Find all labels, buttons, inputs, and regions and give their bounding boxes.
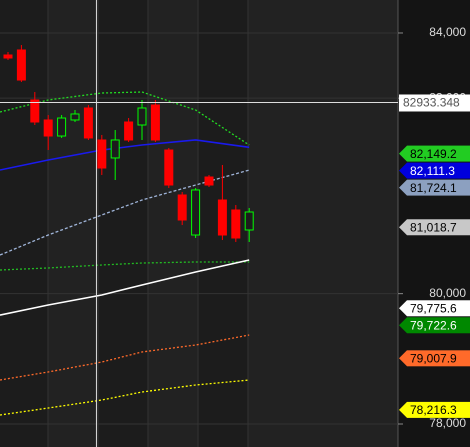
price-tag-arrow [399, 401, 407, 418]
price-tag-label: 79,775.6 [410, 301, 457, 315]
price-tag-label: 78,216.3 [410, 403, 457, 417]
indicator-line [0, 91, 250, 146]
price-tag-label: 79,007.9 [410, 351, 457, 365]
candle-body [137, 107, 147, 126]
price-tag [407, 219, 470, 236]
candle-body [164, 149, 174, 186]
price-tag-arrow [399, 219, 407, 236]
candle-body [16, 49, 26, 81]
price-tag-label: 82,111.3 [410, 164, 455, 178]
indicator-line [0, 334, 250, 381]
column-band [48, 0, 98, 447]
price-tag [407, 145, 470, 162]
candle-body [97, 139, 107, 169]
crosshair-tag [399, 94, 470, 112]
column-band [248, 0, 398, 447]
price-tag-label: 81,018.7 [410, 220, 457, 234]
tags: 82933.348 82,149.2 82,111.3 81,724.1 81,018.… [399, 94, 470, 418]
price-tag-label: 79,722.6 [410, 318, 457, 332]
price-tag-arrow [399, 350, 407, 367]
price-tag [407, 162, 470, 179]
candle-body [177, 194, 187, 221]
marks [0, 0, 398, 447]
candle-body [217, 199, 227, 236]
indicator-line [0, 379, 250, 416]
price-tag [407, 179, 470, 196]
price-tag [407, 401, 470, 418]
candle-body [150, 104, 160, 141]
candle-body [231, 209, 241, 239]
price-tag-arrow [399, 145, 407, 162]
y-tick-label: 78,000 [429, 416, 466, 430]
candle-body [83, 107, 93, 139]
candle-body [204, 176, 214, 186]
candle-body [3, 54, 13, 59]
price-tag-arrow [399, 179, 407, 196]
y-tick-label: 80,000 [429, 286, 466, 300]
y-tick-label: 84,000 [429, 25, 466, 39]
candle-body [43, 119, 53, 137]
candle-body [57, 117, 67, 137]
indicator-line [0, 139, 250, 171]
column-band [148, 0, 198, 447]
candle-body [30, 99, 40, 123]
candle-body [191, 189, 201, 236]
candle-body [124, 121, 134, 141]
price-tag [407, 350, 470, 367]
candle-body [110, 139, 120, 159]
candle-body [244, 211, 254, 231]
price-tag-label: 82,149.2 [410, 147, 457, 161]
indicator-line [0, 261, 250, 271]
indicator-line [0, 259, 250, 316]
price-tag-arrow [399, 317, 407, 334]
crosshair-label: 82933.348 [403, 96, 460, 110]
price-tag-arrow [399, 162, 407, 179]
price-tag [407, 300, 470, 317]
candle-body [70, 113, 80, 121]
price-tag-arrow [399, 300, 407, 317]
price-tag-label: 81,724.1 [410, 181, 457, 195]
price-tag [407, 317, 470, 334]
